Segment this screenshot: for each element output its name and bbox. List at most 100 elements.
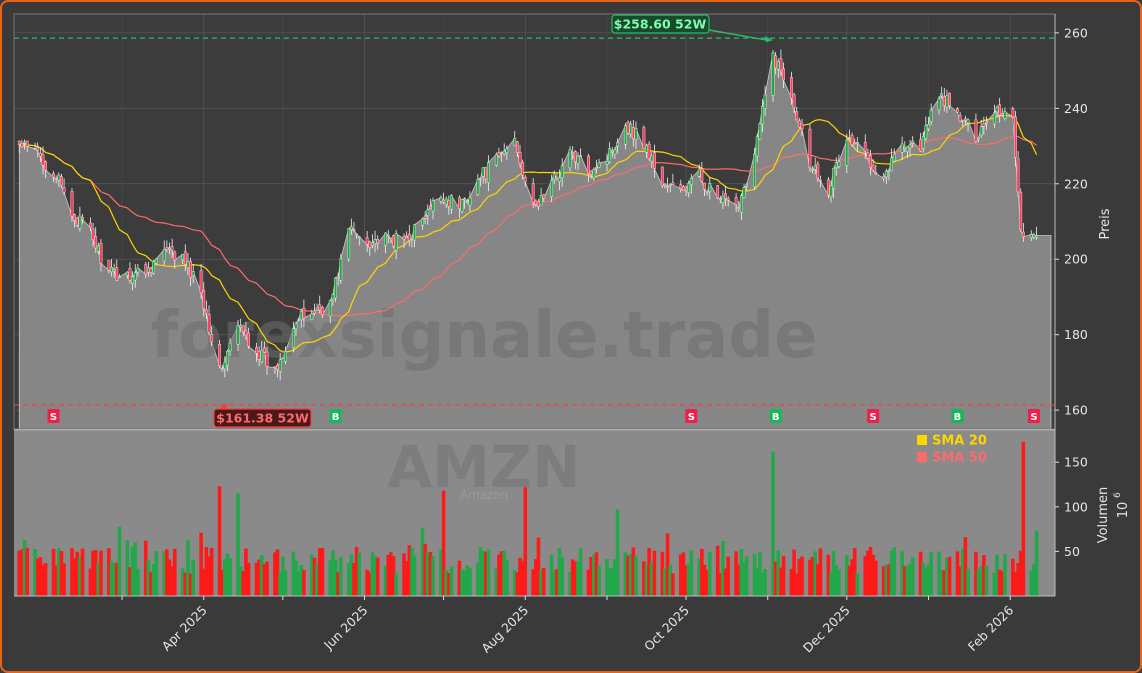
volume-bar [534,559,538,596]
volume-bar [154,551,159,596]
candle [1014,116,1017,158]
candle [531,183,535,203]
volume-bar [204,547,209,596]
candle [89,222,92,228]
volume-bar [220,569,224,596]
volume-bar [370,552,375,596]
volume-bar [947,556,952,596]
volume-bar [628,553,633,596]
volume-bar [984,565,989,596]
signal-label: S [870,412,877,423]
candle [650,155,654,162]
volume-bar [755,568,759,596]
candle [832,168,836,190]
candle [320,307,324,316]
volume-bar [383,566,388,596]
candle [144,264,148,275]
volume-bar [357,552,362,596]
volume-bar [476,562,480,596]
candle [75,217,79,226]
candle [816,163,820,179]
volume-bars [17,441,1039,596]
volume-bar [336,572,340,596]
candle [112,269,116,272]
volume-bar [976,569,981,596]
candle [800,123,804,130]
volume-bar [494,568,499,596]
candle [592,169,596,178]
volume-bar [410,547,414,596]
candle [255,347,258,354]
volume-bar [615,509,620,596]
volume-bar [771,451,775,596]
volume-bar [789,568,794,596]
volume-bar [591,554,596,596]
volume-bar [850,559,854,596]
volume-bar [684,565,688,596]
volume-bar [552,570,557,596]
volume-bar [338,557,343,596]
candle [924,125,928,139]
volume-bar [1032,563,1036,596]
candle [1021,231,1025,238]
candle [919,139,922,152]
candle [763,94,767,109]
candle [721,195,725,204]
candle [154,258,158,264]
volume-bar [51,548,56,596]
volume-axis-label: Volumen [1096,487,1111,544]
candle [552,173,556,180]
volume-bar [518,557,522,596]
volume-bar [610,568,615,596]
volume-bar [607,568,612,596]
candle [737,207,741,210]
volume-bar [375,557,380,596]
volume-bar [275,549,280,596]
candle [439,197,443,202]
candle [745,184,749,187]
candle [826,179,830,196]
volume-bar [502,550,506,596]
volume-bar [834,565,839,596]
candle [682,186,685,191]
volume-bar [294,560,298,596]
volume-bar [78,556,82,596]
candle [653,152,656,169]
volume-bar [958,566,962,596]
candle [790,77,793,99]
candle [502,150,506,155]
volume-bar [800,556,804,596]
candle [869,155,872,168]
volume-bar [331,550,335,596]
signal-label: S [50,412,57,423]
volume-bar [881,566,886,596]
volume-bar [810,556,815,596]
candle [276,364,279,370]
volume-bar [199,532,203,596]
volume-bar [816,563,820,596]
candle [998,104,1002,116]
volume-bar [291,551,296,596]
volume-bar [937,551,941,596]
volume-bar [70,548,74,596]
candle [189,260,192,278]
volume-bar [207,556,211,596]
volume-bar [523,487,528,596]
candle [318,304,322,311]
candle [20,143,24,148]
volume-bar [180,568,185,596]
candle [515,141,519,153]
volume-bar [238,566,243,596]
volume-bar [855,573,860,596]
candle [705,191,709,193]
candle [1032,234,1036,238]
candle [992,112,996,125]
candle [165,247,169,250]
volume-bar [457,560,462,596]
candle [597,162,601,168]
candle [845,140,849,166]
volume-bar [1029,570,1034,596]
signal-label: B [772,412,780,423]
candle [183,251,187,265]
volume-bar [652,550,657,596]
